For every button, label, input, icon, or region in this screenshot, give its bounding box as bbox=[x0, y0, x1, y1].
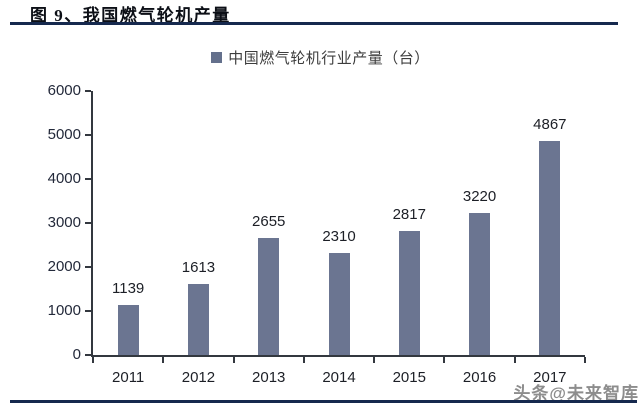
y-axis-tick-label: 6000 bbox=[47, 82, 81, 99]
y-axis-tick bbox=[85, 90, 91, 92]
y-axis-tick bbox=[85, 354, 91, 356]
x-axis-line bbox=[91, 355, 585, 357]
bar-2012 bbox=[187, 284, 209, 355]
y-axis-line bbox=[91, 91, 93, 357]
plot-area: 0 1000 2000 3000 4000 5000 6000 1139 2011 1613 201… bbox=[48, 83, 586, 386]
title-underline-rule bbox=[10, 22, 618, 25]
x-axis-tick bbox=[443, 357, 445, 363]
x-axis-category-label: 2012 bbox=[181, 369, 216, 386]
y-axis-tick bbox=[85, 266, 91, 268]
y-axis-tick bbox=[85, 310, 91, 312]
x-axis-category-label: 2015 bbox=[392, 369, 426, 386]
bar-2015 bbox=[398, 231, 420, 355]
legend-series-label: 中国燃气轮机行业产量（台） bbox=[228, 50, 430, 67]
x-axis-tick bbox=[373, 357, 375, 363]
y-axis-tick-label: 2000 bbox=[47, 258, 81, 275]
legend-swatch-icon bbox=[211, 52, 223, 63]
y-axis-tick-label: 1000 bbox=[47, 302, 81, 319]
y-axis-tick-label: 3000 bbox=[47, 214, 81, 231]
bar-value-label: 2310 bbox=[322, 228, 356, 245]
x-axis-category-label: 2017 bbox=[533, 369, 567, 386]
watermark-text: 头条@未来智库 bbox=[513, 384, 639, 403]
bar-value-label: 2817 bbox=[392, 206, 426, 223]
y-axis-tick-label: 5000 bbox=[47, 126, 81, 143]
bar-value-label: 3220 bbox=[462, 188, 497, 205]
x-axis-tick bbox=[162, 357, 164, 363]
x-axis-tick bbox=[233, 357, 235, 363]
bottom-divider-rule bbox=[10, 400, 637, 403]
y-axis-tick-label: 4000 bbox=[47, 170, 81, 187]
y-axis-tick bbox=[85, 134, 91, 136]
y-axis-tick-label: 0 bbox=[72, 346, 81, 363]
x-axis-tick bbox=[514, 357, 516, 363]
x-axis-tick bbox=[92, 357, 94, 363]
bar-2011 bbox=[117, 305, 139, 355]
bar-value-label: 1613 bbox=[181, 259, 216, 276]
bar-2014 bbox=[328, 253, 350, 355]
x-axis-category-label: 2014 bbox=[322, 369, 356, 386]
bar-value-label: 2655 bbox=[252, 213, 286, 230]
x-axis-category-label: 2016 bbox=[462, 369, 497, 386]
x-axis-category-label: 2013 bbox=[252, 369, 286, 386]
bar-value-label: 1139 bbox=[112, 280, 145, 297]
y-axis-tick bbox=[85, 222, 91, 224]
bar-2013 bbox=[258, 238, 280, 355]
bar-2017 bbox=[539, 141, 561, 355]
y-axis-tick bbox=[85, 178, 91, 180]
x-axis-tick bbox=[303, 357, 305, 363]
x-axis-category-label: 2011 bbox=[112, 369, 145, 386]
figure-title: 图 9、我国燃气轮机产量 bbox=[30, 6, 231, 25]
chart-legend: 中国燃气轮机行业产量（台） bbox=[0, 47, 641, 68]
x-axis-tick bbox=[584, 357, 586, 363]
bar-2016 bbox=[469, 213, 491, 355]
bar-value-label: 4867 bbox=[533, 116, 567, 133]
